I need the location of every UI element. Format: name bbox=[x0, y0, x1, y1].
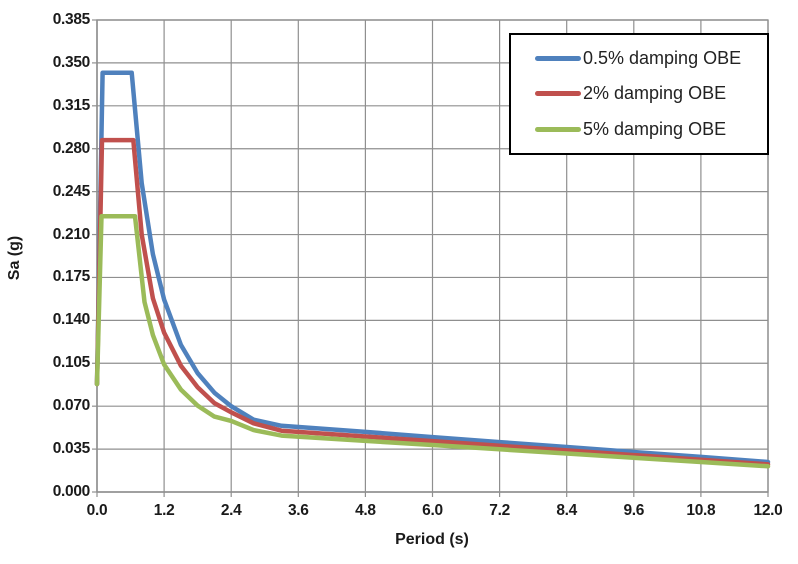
y-tick-label: 0.140 bbox=[52, 311, 91, 329]
x-tick-label: 3.6 bbox=[287, 502, 309, 519]
x-tick-label: 0.0 bbox=[86, 502, 108, 519]
series-line-1 bbox=[94, 137, 771, 467]
legend-label: 2% damping OBE bbox=[583, 83, 727, 104]
legend-label: 5% damping OBE bbox=[583, 118, 727, 139]
y-tick-label: 0.280 bbox=[52, 139, 91, 157]
x-tick-label: 1.2 bbox=[153, 502, 175, 519]
y-tick-label: 0.245 bbox=[52, 182, 91, 200]
legend: 0.5% damping OBE 2% damping OBE 5% dampi… bbox=[509, 33, 769, 155]
legend-label: 0.5% damping OBE bbox=[583, 48, 742, 69]
y-tick-label: 0.315 bbox=[52, 96, 91, 114]
legend-line-swatch-blue bbox=[535, 56, 581, 62]
y-axis-title: Sa (g) bbox=[6, 235, 23, 281]
x-tick-label: 8.4 bbox=[556, 502, 578, 519]
y-tick-label: 0.035 bbox=[52, 440, 91, 458]
y-tick-label: 0.105 bbox=[52, 354, 91, 372]
x-tick-label: 12.0 bbox=[753, 502, 783, 519]
y-tick-label: 0.385 bbox=[52, 11, 91, 28]
legend-item-0.5pct-damping: 0.5% damping OBE bbox=[535, 48, 763, 69]
legend-line-swatch-red bbox=[535, 91, 581, 97]
y-tick-label: 0.350 bbox=[52, 53, 91, 71]
y-tick-label: 0.210 bbox=[52, 225, 91, 243]
y-tick-label: 0.000 bbox=[52, 483, 91, 500]
legend-item-2pct-damping: 2% damping OBE bbox=[535, 83, 763, 104]
x-tick-label: 10.8 bbox=[686, 502, 716, 519]
x-tick-label: 6.0 bbox=[422, 502, 443, 519]
x-tick-label: 2.4 bbox=[220, 502, 242, 519]
series-line-2 bbox=[94, 213, 771, 469]
y-tick-label: 0.175 bbox=[52, 268, 91, 286]
y-tick-label: 0.070 bbox=[52, 397, 91, 415]
series-line-0 bbox=[94, 70, 771, 465]
legend-item-5pct-damping: 5% damping OBE bbox=[535, 119, 763, 140]
x-axis-title: Period (s) bbox=[395, 531, 469, 548]
legend-line-swatch-green bbox=[535, 126, 581, 132]
x-tick-label: 4.8 bbox=[355, 502, 376, 519]
x-tick-label: 7.2 bbox=[489, 502, 510, 519]
x-tick-label: 9.6 bbox=[623, 502, 645, 519]
